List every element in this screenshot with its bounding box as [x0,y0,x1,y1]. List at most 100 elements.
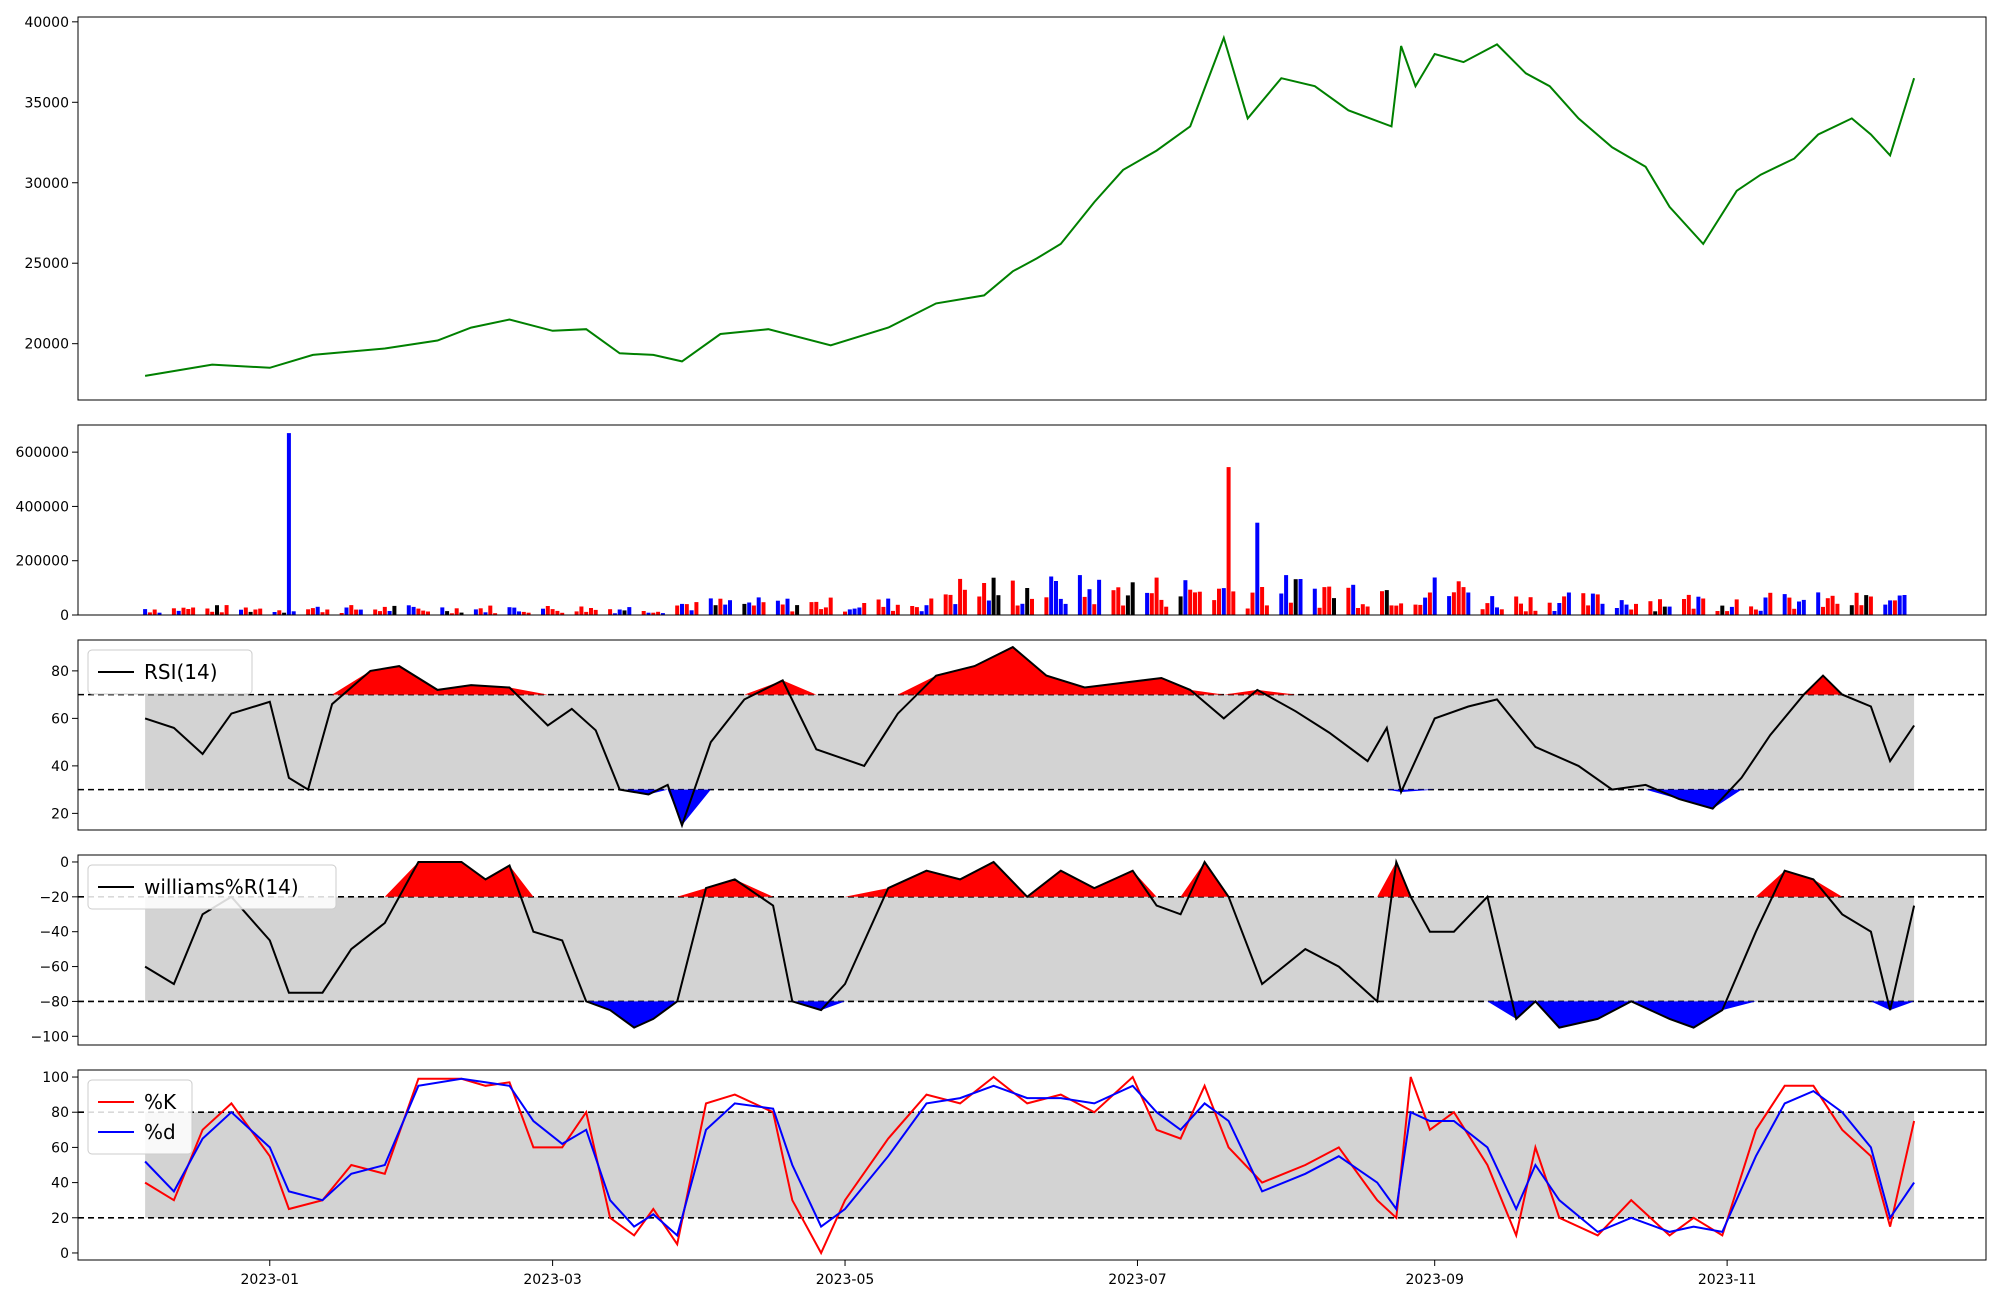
volume-bar [426,611,430,615]
volume-bar [1495,607,1499,615]
volume-bar [1380,591,1384,615]
volume-bar [445,611,450,615]
x-axis: 2023-01 2023-03 2023-05 2023-07 2023-09 2023-… [241,1260,1757,1288]
volume-bar [723,604,728,615]
volume-bar [1356,608,1360,615]
rsi-ytick-label: 80 [51,664,69,680]
volume-bar [1892,600,1897,615]
volume-bar [171,608,176,615]
volume-bar [1327,586,1332,615]
volume-bar [1284,575,1289,615]
volume-bar [713,605,718,615]
volume-bar [1351,584,1356,615]
volume-bar [541,608,545,615]
volume-bar [181,607,186,615]
volume-bar [1178,596,1183,615]
volume-bar [191,607,196,615]
volume-bar [919,611,924,615]
volume-bar [1183,580,1188,615]
volume-bar [1245,608,1250,615]
volume-bar [1010,580,1015,615]
volume-bar [1432,577,1437,615]
volume-bar [1154,577,1159,615]
volume-bar [852,608,857,615]
volume-bar [1317,607,1322,615]
volume-bar [1116,587,1121,615]
price-ytick-label: 25000 [24,256,69,272]
williams-ytick-label: 0 [60,855,69,871]
volume-bar [1145,592,1150,615]
volume-bar [1480,609,1485,615]
volume-bar [828,597,833,615]
volume-bar [751,605,756,615]
williams-band [145,896,1915,1002]
volume-bar [1288,602,1293,615]
volume-bar [1082,596,1087,615]
volume-ytick-label: 600000 [16,445,69,461]
volume-bar [1197,591,1202,615]
rsi-oversold-fill [145,789,1915,826]
volume-bar [1797,601,1801,615]
volume-bar [1413,604,1418,615]
volume-bar [1149,593,1154,615]
volume-bar [1394,605,1399,615]
volume-bar [147,612,152,615]
volume-bar [258,608,263,615]
volume-bar [219,612,224,615]
rsi-axes: 20 40 60 80 [51,664,78,822]
volume-bar [651,612,656,615]
volume-bar [1054,581,1058,615]
stochastic-frame [77,1069,1987,1261]
volume-bar [1552,611,1557,615]
volume-bar [617,609,622,615]
volume-bar [248,611,253,615]
volume-bar [411,606,416,615]
stochastic-band [145,1112,1915,1218]
rsi-frame [77,639,1987,831]
volume-bar [862,603,867,615]
volume-bar [1729,606,1734,615]
price-ytick-label: 40000 [24,15,69,31]
volume-bar [1058,598,1063,615]
volume-bar [660,613,665,615]
volume-bar [962,589,967,615]
volume-bar [416,608,421,615]
volume-bar [1624,604,1629,615]
x-tick-label: 2023-11 [1698,1272,1757,1288]
volume-bar [449,613,454,615]
price-ytick-label: 30000 [24,176,69,192]
volume-bar [790,611,795,615]
volume-bar [1590,593,1595,615]
price-ytick-label: 20000 [24,337,69,353]
volume-bar [1523,611,1528,615]
volume-bar [819,609,824,615]
rsi-band [145,694,1915,790]
volume-bar [1547,602,1552,615]
volume-bar [1049,576,1054,615]
x-tick-label: 2023-09 [1405,1272,1464,1288]
price-frame [77,16,1987,401]
volume-bar [675,605,680,615]
volume-bar [291,611,296,615]
volume-bar [421,610,426,615]
volume-bar [641,611,646,615]
volume-bar [814,601,819,615]
volume-bar [1701,598,1706,615]
volume-ytick-label: 400000 [16,499,69,515]
volume-bar [780,604,785,615]
volume-bar [1816,592,1821,615]
volume-bar [1715,611,1720,615]
volume-bar [1293,579,1298,615]
volume-bar [886,598,891,615]
rsi-line [144,645,1915,829]
stochastic-ytick-label: 100 [42,1070,69,1086]
volume-bar [589,608,593,615]
volume-bar [1835,603,1840,615]
volume-bar [157,612,162,615]
price-ytick-label: 35000 [24,95,69,111]
volume-bar [948,594,953,615]
volume-bar [1121,605,1126,615]
x-tick-label: 2023-03 [523,1272,582,1288]
volume-bar [1332,598,1336,615]
